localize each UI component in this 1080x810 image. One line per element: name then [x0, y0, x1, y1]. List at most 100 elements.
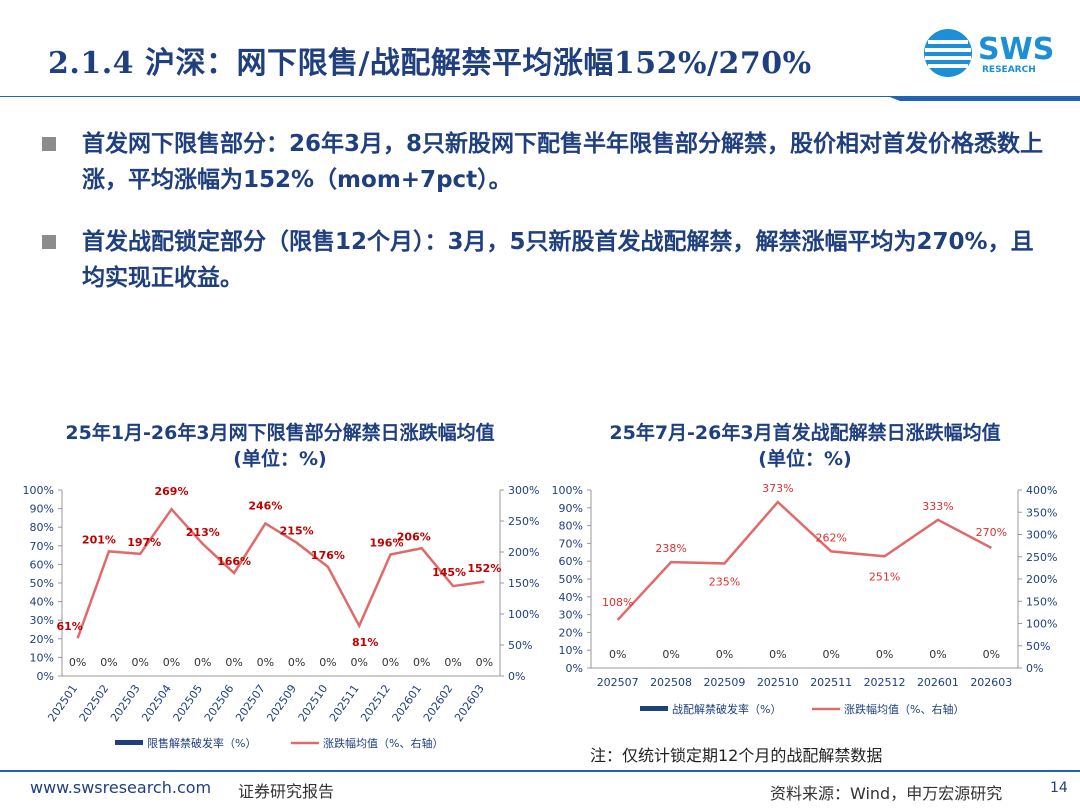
- chart2-line-label: 251%: [869, 570, 900, 583]
- chart2-right-tick-label: 200%: [1026, 573, 1057, 586]
- chart1-subtitle: (单位：%): [233, 448, 327, 470]
- chart2-line-label: 270%: [976, 526, 1007, 539]
- chart1-line-label: 201%: [82, 533, 116, 546]
- chart2-right-tick-label: 300%: [1026, 529, 1057, 542]
- logo-text: SWS: [978, 32, 1054, 67]
- chart1-legend-line-label: 涨跌幅均值（%、右轴）: [323, 736, 443, 750]
- chart2-right-tick-label: 50%: [1026, 640, 1050, 653]
- chart2-left-tick-label: 40%: [559, 591, 583, 604]
- chart2-legend-bar-label: 战配解禁破发率（%）: [672, 702, 781, 716]
- chart1-left-tick-label: 30%: [30, 614, 54, 627]
- chart1-right-tick-label: 150%: [508, 577, 539, 590]
- chart2-x-tick-label: 202511: [810, 676, 852, 689]
- chart2-left-tick-label: 80%: [559, 520, 583, 533]
- chart2-bar-label: 0%: [929, 648, 946, 661]
- chart1-left-tick-label: 20%: [30, 633, 54, 646]
- chart1-title-block: 25年1月-26年3月网下限售部分解禁日涨跌幅均值 (单位：%): [20, 420, 540, 472]
- page-title: 2.1.4 沪深：网下限售/战配解禁平均涨幅152%/270%: [48, 46, 812, 81]
- chart1-line-label: 61%: [56, 620, 82, 633]
- chart1-x-tick-label: 202501: [45, 682, 80, 724]
- chart2-right-tick-label: 100%: [1026, 618, 1057, 631]
- chart1-right-tick-label: 50%: [508, 639, 532, 652]
- chart1-x-tick-label: 202504: [139, 682, 174, 724]
- chart1-bar-label: 0%: [476, 656, 493, 669]
- chart1-bar-label: 0%: [444, 656, 461, 669]
- footer-url[interactable]: www.swsresearch.com: [30, 778, 212, 797]
- bullet-1-text: 首发网下限售部分：26年3月，8只新股网下配售半年限售部分解禁，股价相对首发价格…: [82, 131, 1044, 193]
- chart1-line-label: 269%: [155, 485, 189, 498]
- chart1-line-label: 81%: [352, 636, 378, 649]
- chart1-bar-label: 0%: [163, 656, 180, 669]
- chart2-bar-label: 0%: [822, 648, 839, 661]
- chart2-x-tick-label: 202601: [917, 676, 959, 689]
- chart1-line-label: 246%: [248, 499, 282, 512]
- bullet-square-icon: [42, 235, 56, 249]
- footer-source: 资料来源：Wind，申万宏源研究: [770, 784, 1003, 803]
- chart1-legend-bar-label: 限售解禁破发率（%）: [147, 736, 256, 750]
- chart1-line-label: 196%: [370, 536, 404, 549]
- chart1-bar-label: 0%: [288, 656, 305, 669]
- chart1-x-tick-label: 202510: [296, 682, 331, 724]
- chart1-left-tick-label: 100%: [23, 484, 54, 497]
- chart2-left-tick-label: 50%: [559, 573, 583, 586]
- chart1-left-tick-label: 10%: [30, 651, 54, 664]
- chart1-line-label: 197%: [127, 536, 161, 549]
- chart2-right-tick-label: 0%: [1026, 662, 1043, 675]
- chart1-line-label: 152%: [467, 562, 501, 575]
- chart2-left-tick-label: 100%: [552, 484, 583, 497]
- chart2-title: 25年7月-26年3月首发战配解禁日涨跌幅均值: [609, 422, 1001, 444]
- chart2-plot: 0% 10% 20% 30% 40% 50% 60% 70% 80% 90% 100% 0% 50% 10…: [552, 482, 1058, 716]
- chart1-x-tick-label: 202503: [108, 682, 143, 724]
- chart-note: 注：仅统计锁定期12个月的战配解禁数据: [590, 746, 883, 765]
- chart1-x-tick-label: 202507: [233, 682, 268, 724]
- chart1-x-tick-label: 202502: [77, 682, 112, 724]
- chart2-bar-label: 0%: [876, 648, 893, 661]
- page-number: 14: [1050, 780, 1068, 796]
- footer-doc-type: 证券研究报告: [238, 782, 335, 801]
- chart1-title: 25年1月-26年3月网下限售部分解禁日涨跌幅均值: [65, 422, 495, 444]
- chart1-left-tick-label: 70%: [30, 540, 54, 553]
- chart2-left-tick-label: 60%: [559, 555, 583, 568]
- chart2-title-block: 25年7月-26年3月首发战配解禁日涨跌幅均值 (单位：%): [565, 420, 1045, 472]
- chart1-right-tick-label: 0%: [508, 670, 525, 683]
- chart1-x-tick-label: 202601: [390, 682, 425, 724]
- chart1-x-tick-label: 202603: [452, 682, 487, 724]
- chart2-right-tick-label: 150%: [1026, 595, 1057, 608]
- chart1-bar-label: 0%: [225, 656, 242, 669]
- chart1-legend-bar-swatch: [115, 740, 143, 745]
- logo-subtext: RESEARCH: [982, 65, 1036, 75]
- chart2-subtitle: (单位：%): [758, 448, 852, 470]
- chart2-left-tick-label: 90%: [559, 502, 583, 515]
- chart1-right-tick-label: 250%: [508, 515, 539, 528]
- chart2-legend-line-label: 涨跌幅均值（%、右轴）: [844, 702, 964, 716]
- title-divider: [0, 96, 1080, 101]
- chart1-left-tick-label: 90%: [30, 503, 54, 516]
- chart1-bar-label: 0%: [69, 656, 86, 669]
- chart2-right-tick-label: 350%: [1026, 506, 1057, 519]
- chart2-bar-label: 0%: [769, 648, 786, 661]
- chart1-x-tick-label: 202509: [264, 682, 299, 724]
- chart2-x-tick-label: 202512: [864, 676, 906, 689]
- chart2-x-tick-label: 202508: [650, 676, 692, 689]
- chart1-line-label: 213%: [186, 526, 220, 539]
- chart1-bar-label: 0%: [350, 656, 367, 669]
- footer-divider: [0, 770, 1080, 772]
- chart1-left-tick-label: 80%: [30, 521, 54, 534]
- chart1-right-tick-label: 100%: [508, 608, 539, 621]
- chart2-line-label: 235%: [709, 575, 740, 588]
- chart2-left-tick-label: 20%: [559, 626, 583, 639]
- chart1-left-tick-label: 40%: [30, 596, 54, 609]
- sws-logo: SWS RESEARCH: [924, 29, 1054, 77]
- chart2-right-tick-label: 400%: [1026, 484, 1057, 497]
- chart2-line-label: 238%: [655, 542, 686, 555]
- chart1-right-tick-label: 200%: [508, 546, 539, 559]
- chart1-bar-label: 0%: [100, 656, 117, 669]
- chart1-bar-label: 0%: [257, 656, 274, 669]
- chart1-x-tick-label: 202511: [327, 682, 362, 724]
- chart2-x-tick-label: 202510: [757, 676, 799, 689]
- chart1-bar-label: 0%: [131, 656, 148, 669]
- chart2-bar-label: 0%: [983, 648, 1000, 661]
- chart2-left-tick-label: 30%: [559, 609, 583, 622]
- chart2-line-label: 333%: [922, 500, 953, 513]
- chart2-x-tick-label: 202509: [703, 676, 745, 689]
